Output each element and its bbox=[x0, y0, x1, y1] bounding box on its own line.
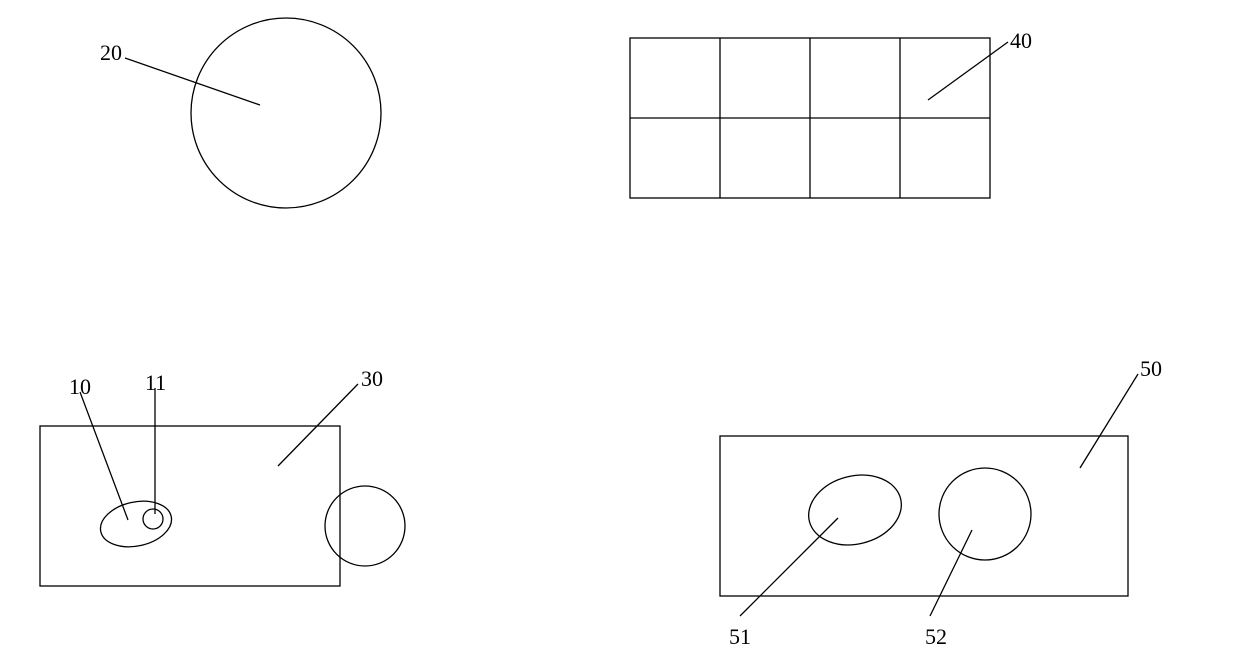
label-50: 50 bbox=[1140, 356, 1162, 382]
label-20: 20 bbox=[100, 40, 122, 66]
label-11: 11 bbox=[145, 370, 166, 396]
label-51: 51 bbox=[729, 624, 751, 650]
label-40: 40 bbox=[1010, 28, 1032, 54]
label-10: 10 bbox=[69, 374, 91, 400]
label-30: 30 bbox=[361, 366, 383, 392]
leader-lines bbox=[0, 0, 1240, 664]
diagram-canvas: 20 40 30 10 11 50 51 52 bbox=[0, 0, 1240, 664]
label-52: 52 bbox=[925, 624, 947, 650]
